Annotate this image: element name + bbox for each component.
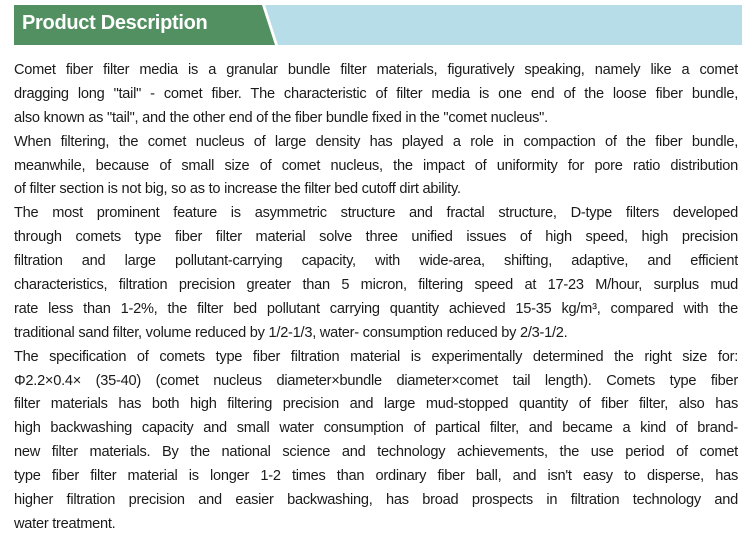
text-line: filter materials has both high filtering…: [14, 396, 738, 413]
text-line: meanwhile, because of small size of come…: [14, 157, 738, 174]
text-line: through comets type fiber filter materia…: [14, 229, 738, 246]
text-line: When filtering, the comet nucleus of lar…: [14, 133, 738, 150]
text-line: Comet fiber filter media is a granular b…: [14, 62, 738, 78]
paragraph: The specification of comets type fiber f…: [14, 346, 738, 537]
paragraph: The most prominent feature is asymmetric…: [14, 202, 738, 345]
text-line: type fiber filter material is longer 1-2…: [14, 468, 738, 485]
paragraph: When filtering, the comet nucleus of lar…: [14, 131, 738, 203]
section-title: Product Description: [22, 12, 208, 34]
description-body: Comet fiber filter media is a granular b…: [14, 59, 738, 537]
text-line: new filter materials. By the national sc…: [14, 444, 738, 461]
text-line: high backwashing capacity and small wate…: [14, 420, 738, 437]
text-line: Φ2.2×0.4× (35-40) (comet nucleus diamete…: [14, 372, 738, 389]
paragraph: Comet fiber filter media is a granular b…: [14, 59, 738, 131]
text-line: traditional sand filter, volume reduced …: [14, 324, 568, 341]
text-line: The most prominent feature is asymmetric…: [14, 205, 738, 222]
text-line: dragging long "tail" - comet fiber. The …: [14, 85, 738, 102]
text-line: filtration and large pollutant-carrying …: [14, 253, 738, 270]
text-line: water treatment.: [14, 515, 116, 532]
section-header: Product Description: [14, 5, 742, 45]
header-green-tab: [14, 5, 276, 45]
text-line: of filter section is not big, so as to i…: [14, 181, 461, 198]
text-line: rate less than 1-2%, the filter bed poll…: [14, 300, 738, 317]
text-line: higher filtration precision and easier b…: [14, 492, 738, 509]
text-line: The specification of comets type fiber f…: [14, 348, 738, 365]
text-line: characteristics, filtration precision gr…: [14, 277, 738, 294]
text-line: also known as "tail", and the other end …: [14, 109, 548, 126]
